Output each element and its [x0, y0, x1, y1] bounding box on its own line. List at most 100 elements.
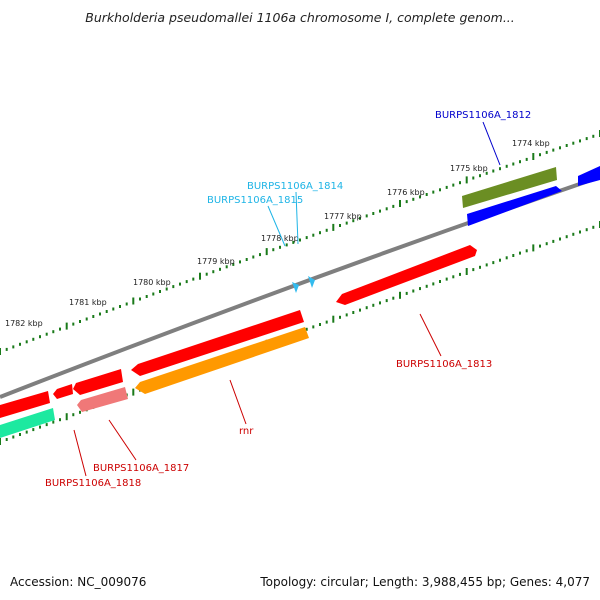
ruler-tick-minor	[385, 299, 388, 303]
ruler-tick-minor	[439, 280, 441, 283]
ruler-tick-minor	[119, 305, 121, 308]
ruler-tick-minor	[585, 137, 588, 141]
ruler-tick-minor	[405, 200, 408, 204]
ruler-tick-minor	[45, 423, 48, 427]
ruler-tick-minor	[485, 171, 488, 175]
ruler-tick-minor	[219, 267, 221, 271]
ruler-tick-minor	[345, 313, 348, 317]
outer-tick-ruler	[0, 130, 600, 355]
ruler-tick-minor	[12, 435, 15, 439]
gene-label-1817[interactable]: BURPS1106A_1817	[93, 463, 189, 474]
ruler-tick-minor	[592, 134, 595, 138]
gene-arrow-green-left[interactable]	[0, 408, 55, 438]
scale-label-1780: 1780 kbp	[133, 278, 171, 287]
ruler-tick-minor	[339, 315, 341, 319]
trna-mark-1815[interactable]	[292, 282, 299, 293]
ruler-tick-minor	[165, 287, 168, 291]
ruler-tick-major	[132, 388, 135, 396]
gene-label-1815[interactable]: BURPS1106A_1815	[207, 195, 303, 206]
ruler-tick-minor	[105, 310, 108, 313]
gene-label-rnr[interactable]: rnr	[239, 426, 254, 437]
gene-arrow-blue-edge[interactable]	[578, 166, 600, 186]
gene-arrow-rnr[interactable]	[135, 327, 309, 394]
gene-label-1812[interactable]: BURPS1106A_1812	[435, 110, 531, 121]
map-title: Burkholderia pseudomallei 1106a chromoso…	[85, 10, 515, 25]
gene-arrow-blue-1812[interactable]	[467, 186, 562, 226]
gene-label-1814[interactable]: BURPS1106A_1814	[247, 181, 343, 192]
ruler-tick-major	[532, 153, 535, 160]
ruler-tick-minor	[539, 153, 541, 157]
ruler-tick-minor	[312, 325, 315, 329]
ruler-tick-minor	[412, 289, 415, 293]
ruler-tick-minor	[39, 335, 41, 339]
ruler-tick-minor	[445, 185, 448, 189]
ruler-tick-minor	[305, 236, 308, 240]
ruler-tick-minor	[559, 146, 561, 150]
ruler-tick-minor	[225, 265, 228, 269]
gene-arrow-red-mid[interactable]	[131, 310, 304, 376]
ruler-tick-major	[0, 438, 1, 445]
ruler-tick-minor	[499, 167, 501, 171]
trna-mark-1814[interactable]	[308, 276, 315, 288]
ruler-tick-minor	[412, 197, 415, 201]
ruler-tick-minor	[79, 320, 81, 323]
ruler-tick-minor	[539, 244, 541, 248]
ruler-tick-minor	[505, 164, 508, 168]
ruler-tick-minor	[459, 272, 461, 276]
ruler-tick-minor	[159, 290, 161, 293]
ruler-tick-major	[65, 322, 68, 330]
ruler-tick-minor	[79, 410, 81, 414]
ruler-tick-minor	[5, 347, 8, 351]
gene-arrow-olive[interactable]	[462, 167, 557, 208]
ruler-tick-minor	[552, 239, 555, 243]
gene-label-1818[interactable]: BURPS1106A_1818	[45, 478, 141, 489]
gene-labels: BURPS1106A_1812 BURPS1106A_1814 BURPS110…	[45, 110, 531, 489]
leader-lines	[73, 121, 501, 477]
gene-arrow-red-left[interactable]	[0, 391, 50, 418]
ruler-tick-minor	[172, 285, 175, 289]
leader-1815	[267, 205, 286, 247]
ruler-tick-minor	[239, 260, 241, 264]
ruler-tick-minor	[325, 228, 328, 232]
ruler-tick-minor	[152, 292, 155, 296]
ruler-tick-major	[132, 297, 135, 305]
ruler-tick-minor	[19, 433, 21, 436]
ruler-tick-minor	[185, 280, 188, 284]
ruler-tick-minor	[579, 230, 581, 234]
ruler-tick-major	[465, 268, 468, 275]
ruler-tick-minor	[59, 327, 61, 331]
ruler-tick-major	[532, 244, 535, 252]
ruler-tick-major	[332, 223, 335, 231]
ruler-tick-minor	[359, 308, 361, 312]
gene-label-1813[interactable]: BURPS1106A_1813	[396, 359, 492, 370]
gene-arrow-1813[interactable]	[336, 245, 477, 305]
gene-arrow-1818[interactable]	[53, 384, 73, 399]
ruler-tick-minor	[305, 327, 308, 331]
ruler-tick-major	[465, 176, 468, 184]
ruler-tick-minor	[52, 420, 55, 424]
leader-rnr	[229, 379, 247, 425]
gene-arrow-1817[interactable]	[77, 387, 128, 412]
ruler-tick-minor	[352, 219, 355, 223]
ruler-tick-minor	[405, 291, 408, 295]
ruler-tick-major	[399, 291, 401, 299]
ruler-tick-minor	[432, 190, 435, 194]
ruler-tick-minor	[259, 253, 261, 257]
ruler-tick-minor	[479, 265, 481, 269]
ruler-tick-minor	[485, 263, 488, 267]
ruler-tick-major	[0, 348, 1, 355]
ruler-tick-minor	[392, 296, 395, 300]
ruler-tick-minor	[519, 251, 521, 255]
ruler-tick-minor	[499, 258, 501, 262]
ruler-tick-minor	[299, 238, 301, 242]
ruler-tick-minor	[39, 425, 41, 429]
ruler-tick-minor	[72, 413, 75, 417]
ruler-tick-minor	[525, 157, 528, 161]
gene-arrow-1817-upper[interactable]	[73, 369, 123, 395]
ruler-tick-minor	[279, 245, 281, 249]
ruler-tick-minor	[545, 242, 548, 246]
ruler-tick-minor	[292, 240, 295, 244]
ruler-tick-minor	[139, 297, 141, 301]
ruler-tick-minor	[19, 342, 21, 346]
